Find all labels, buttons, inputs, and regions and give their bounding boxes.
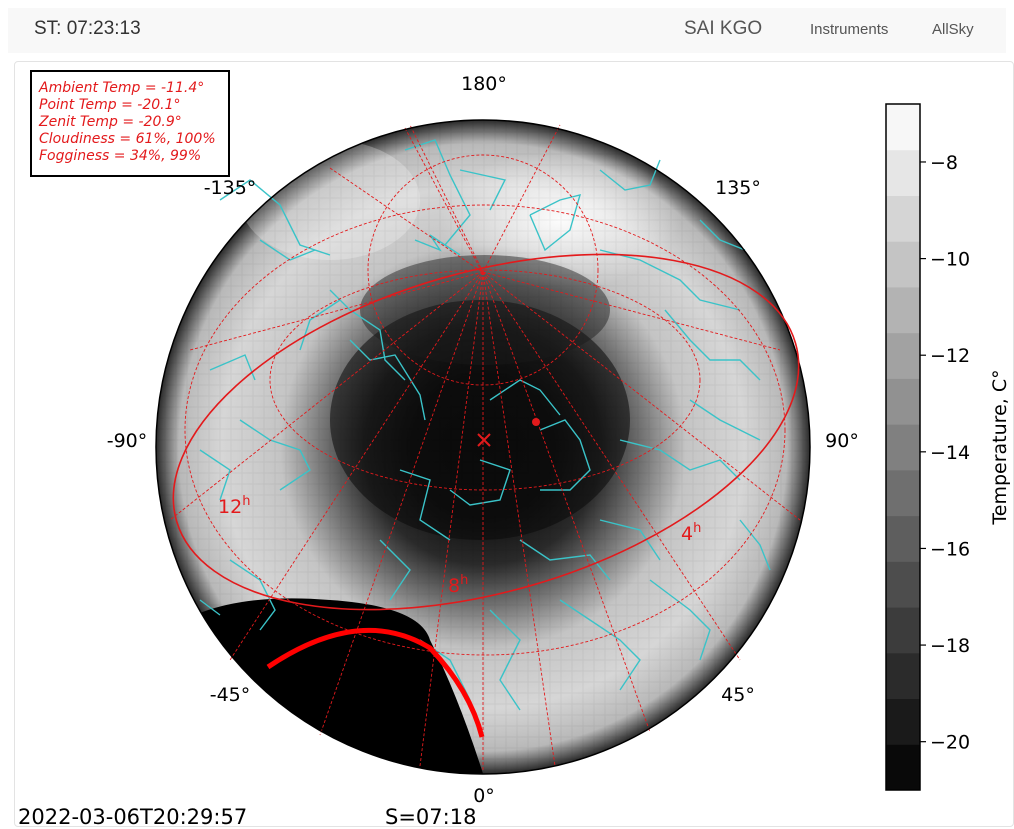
colorbar-step: [886, 286, 920, 334]
colorbar-tick-label: −16: [930, 538, 970, 560]
sun-horizon-arc: [266, 627, 485, 738]
nav-link-allsky[interactable]: AllSky: [932, 21, 974, 38]
hour-label-8h: 8h: [448, 573, 468, 597]
zenith-marker: [477, 433, 491, 447]
az-label-bottom: 0°: [473, 785, 495, 807]
az-label-right: 90°: [825, 430, 859, 452]
az-label-upper-left: -135°: [204, 177, 257, 199]
sidereal-time: ST: 07:23:13: [34, 18, 141, 39]
colorbar-step: [886, 561, 920, 608]
cloudiness: Cloudiness = 61%, 100%: [39, 131, 216, 147]
az-label-upper-right: 135°: [715, 177, 761, 199]
colorbar-tick-label: −20: [930, 732, 970, 754]
colorbar-ticks: −8 −10 −12 −14 −16 −18 −20: [920, 152, 970, 754]
colorbar-step: [886, 744, 920, 791]
navbar: ST: 07:23:13 SAI KGO Instruments AllSky: [8, 8, 1006, 53]
nav-link-instruments[interactable]: Instruments: [810, 21, 889, 38]
colorbar-tick-label: −18: [930, 635, 970, 657]
point-temp: Point Temp = -20.1°: [39, 97, 181, 113]
colorbar-tick-label: −14: [930, 442, 970, 464]
fogginess: Fogginess = 34%, 99%: [39, 148, 202, 164]
zenit-temp: Zenit Temp = -20.9°: [39, 114, 182, 130]
colorbar-steps: [886, 104, 920, 791]
colorbar-tick-label: −10: [930, 249, 970, 271]
coordinate-grid: [169, 124, 801, 770]
colorbar-step: [886, 241, 920, 288]
sky-info-box: Ambient Temp = -11.4° Point Temp = -20.1…: [30, 70, 230, 177]
az-label-left: -90°: [107, 430, 148, 452]
pointing-marker: [532, 418, 540, 426]
colorbar-tick-label: −12: [930, 345, 970, 367]
az-label-lower-right: 45°: [721, 684, 755, 706]
sky-image: [156, 120, 810, 774]
colorbar-step: [886, 698, 920, 745]
colorbar-label: Temperature, C°: [989, 369, 1011, 525]
colorbar-step: [886, 652, 920, 700]
colorbar-step: [886, 149, 920, 196]
colorbar-step: [886, 515, 920, 562]
colorbar-step: [886, 378, 920, 425]
constellation-lines: [199, 139, 771, 711]
colorbar-step: [886, 104, 920, 151]
az-label-top: 180°: [461, 73, 507, 95]
horizon-ring: [155, 119, 811, 775]
footer-sidereal: S=07:18: [385, 805, 477, 829]
brand-link[interactable]: SAI KGO: [684, 18, 763, 39]
hour-label-12h: 12h: [218, 494, 250, 518]
colorbar-step: [886, 607, 920, 654]
colorbar-step: [886, 424, 920, 471]
colorbar: −8 −10 −12 −14 −16 −18 −20 Temperature, C°: [885, 103, 1011, 791]
hour-label-4h: 4h: [681, 521, 701, 545]
ambient-temp: Ambient Temp = -11.4°: [39, 80, 205, 96]
celestial-equator: [172, 253, 800, 611]
footer-timestamp: 2022-03-06T20:29:57: [18, 805, 248, 829]
colorbar-step: [886, 469, 920, 517]
colorbar-step: [886, 332, 920, 379]
colorbar-step: [886, 195, 920, 242]
colorbar-tick-label: −8: [930, 152, 958, 174]
az-label-lower-left: -45°: [210, 684, 251, 706]
